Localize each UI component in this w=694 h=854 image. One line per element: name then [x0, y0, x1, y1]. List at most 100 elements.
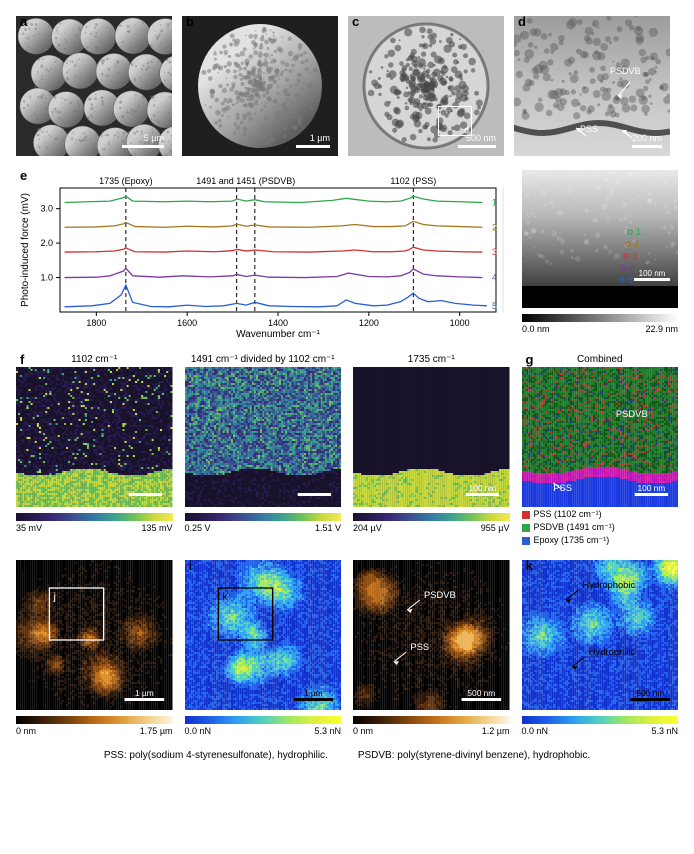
svg-text:1735 (Epoxy): 1735 (Epoxy) [99, 176, 153, 186]
svg-text:1: 1 [492, 197, 497, 207]
cbar-f0-labels: 35 mV135 mV [16, 523, 173, 533]
scalebar-c: 500 nm [458, 133, 496, 148]
svg-text:3: 3 [492, 247, 497, 257]
legend-Epoxy (1735 cm⁻¹): Epoxy (1735 cm⁻¹) [522, 535, 679, 546]
panel-j: jPSDVBPSS500 nm 0 nm1.2 µm [353, 560, 510, 736]
svg-text:3: 3 [632, 251, 637, 261]
heatmap-f0 [16, 367, 173, 507]
cbar-j [353, 716, 510, 724]
svg-text:1400: 1400 [268, 318, 288, 328]
label-h: h [20, 558, 28, 573]
cbar-e-min: 0.0 nm [522, 324, 550, 334]
cbar-f2-labels: 204 µV955 µV [353, 523, 510, 533]
svg-text:PSDVB: PSDVB [610, 66, 641, 76]
scalebar-a: 5 µm [122, 133, 164, 148]
panel-f3: gCombined PSDVBPSS100 nm PSS (1102 cm⁻¹) PS… [522, 354, 679, 546]
cbar-i [185, 716, 342, 724]
heatmap-f2: 100 nm [353, 367, 510, 507]
label-f: f [20, 352, 24, 367]
label-c: c [352, 14, 359, 29]
scalebar-b: 1 µm [296, 133, 330, 148]
panel-a: a 5 µm [16, 16, 172, 156]
scalebar-b-bar [296, 145, 330, 148]
row-fg: f1102 cm⁻¹ 35 mV135 mV 1491 cm⁻¹ divided b… [16, 354, 678, 546]
svg-text:1.0: 1.0 [40, 273, 53, 283]
svg-text:4: 4 [630, 263, 635, 273]
heatmap-f3: PSDVBPSS100 nm [522, 367, 679, 507]
row-hijk: hj1 µm 0 nm1.75 µm ik1 µm 0.0 nN5.3 nN jPSDV… [16, 560, 678, 736]
panel-c-inset: d [438, 106, 472, 136]
svg-text:5: 5 [628, 275, 633, 285]
label-i: i [189, 558, 193, 573]
svg-text:1800: 1800 [86, 318, 106, 328]
panel-f1-title: 1491 cm⁻¹ divided by 1102 cm⁻¹ [185, 354, 342, 365]
svg-text:2: 2 [492, 222, 497, 232]
heatmap-f1 [185, 367, 342, 507]
panel-f1: 1491 cm⁻¹ divided by 1102 cm⁻¹ 0.25 V1.51… [185, 354, 342, 546]
label-g: g [526, 352, 534, 367]
img-h: j1 µm [16, 560, 173, 710]
cbar-f0 [16, 513, 173, 521]
svg-text:3.0: 3.0 [40, 204, 53, 214]
svg-text:2.0: 2.0 [40, 238, 53, 248]
label-a: a [20, 14, 27, 29]
scalebar-a-text: 5 µm [144, 133, 164, 143]
scalebar-c-text: 500 nm [466, 133, 496, 143]
svg-text:1000: 1000 [450, 318, 470, 328]
cbar-e-max: 22.9 nm [645, 324, 678, 334]
cbar-f1-labels: 0.25 V1.51 V [185, 523, 342, 533]
panel-h: hj1 µm 0 nm1.75 µm [16, 560, 173, 736]
legend-PSS (1102 cm⁻¹): PSS (1102 cm⁻¹) [522, 509, 679, 520]
img-k: HydrophobicHydrophilic500 nm [522, 560, 679, 710]
row-abcd: a 5 µm b 1 µm c d 500 nm d PSDVB PSS 200 … [16, 16, 678, 156]
panel-e-inset: 1 2 3 4 5 100 nm 0.0 nm 22.9 nm [522, 170, 678, 334]
img-j: PSDVBPSS500 nm [353, 560, 510, 710]
label-e: e [20, 168, 27, 183]
panel-f0-title: 1102 cm⁻¹ [16, 354, 173, 365]
afm-inset-image: 1 2 3 4 5 100 nm [522, 170, 678, 308]
svg-text:2: 2 [634, 239, 639, 249]
cbar-h-labels: 0 nm1.75 µm [16, 726, 173, 736]
row-e: e 1800 1600 1400 1200 1000 1.0 2.0 3.0 Wavenumbe… [16, 170, 678, 340]
panel-b: b 1 µm [182, 16, 338, 156]
panel-f3-title: Combined [522, 354, 679, 365]
panel-d: d PSDVB PSS 200 nm [514, 16, 670, 156]
panel-f0: f1102 cm⁻¹ 35 mV135 mV [16, 354, 173, 546]
legend-PSDVB (1491 cm⁻¹): PSDVB (1491 cm⁻¹) [522, 522, 679, 533]
cbar-f1 [185, 513, 342, 521]
scalebar-d-bar [632, 145, 662, 148]
scalebar-c-bar [458, 145, 496, 148]
label-d: d [518, 14, 526, 29]
cbar-k [522, 716, 679, 724]
label-k: k [526, 558, 533, 573]
svg-text:Photo-induced force (mV): Photo-induced force (mV) [20, 193, 31, 307]
svg-text:4: 4 [492, 273, 497, 283]
svg-text:Wavenumber cm⁻¹: Wavenumber cm⁻¹ [236, 329, 320, 340]
svg-text:PSS: PSS [580, 124, 598, 134]
cbar-i-labels: 0.0 nN5.3 nN [185, 726, 342, 736]
svg-text:5: 5 [492, 301, 497, 311]
cbar-h [16, 716, 173, 724]
label-j: j [357, 558, 361, 573]
panel-f2: 1735 cm⁻¹ 100 nm 204 µV955 µV [353, 354, 510, 546]
scalebar-b-text: 1 µm [310, 133, 330, 143]
label-b: b [186, 14, 194, 29]
svg-text:1: 1 [636, 227, 641, 237]
img-i: k1 µm [185, 560, 342, 710]
cbar-e [522, 314, 678, 322]
svg-text:1200: 1200 [359, 318, 379, 328]
spectrum-chart: 1800 1600 1400 1200 1000 1.0 2.0 3.0 Wavenumber … [16, 170, 504, 340]
cbar-f2 [353, 513, 510, 521]
panel-k: kHydrophobicHydrophilic500 nm 0.0 nN5.3 n… [522, 560, 679, 736]
footer: PSS: poly(sodium 4-styrenesulfonate), hy… [16, 750, 678, 761]
svg-text:1491 and 1451 (PSDVB): 1491 and 1451 (PSDVB) [196, 176, 295, 186]
panel-i: ik1 µm 0.0 nN5.3 nN [185, 560, 342, 736]
panel-c: c d 500 nm [348, 16, 504, 156]
cbar-k-labels: 0.0 nN5.3 nN [522, 726, 679, 736]
cbar-j-labels: 0 nm1.2 µm [353, 726, 510, 736]
svg-text:100 nm: 100 nm [639, 269, 666, 278]
svg-text:1600: 1600 [177, 318, 197, 328]
scalebar-d-text: 200 nm [632, 133, 662, 143]
panel-f2-title: 1735 cm⁻¹ [353, 354, 510, 365]
footer-right: PSDVB: poly(styrene-divinyl benzene), hy… [358, 750, 590, 761]
